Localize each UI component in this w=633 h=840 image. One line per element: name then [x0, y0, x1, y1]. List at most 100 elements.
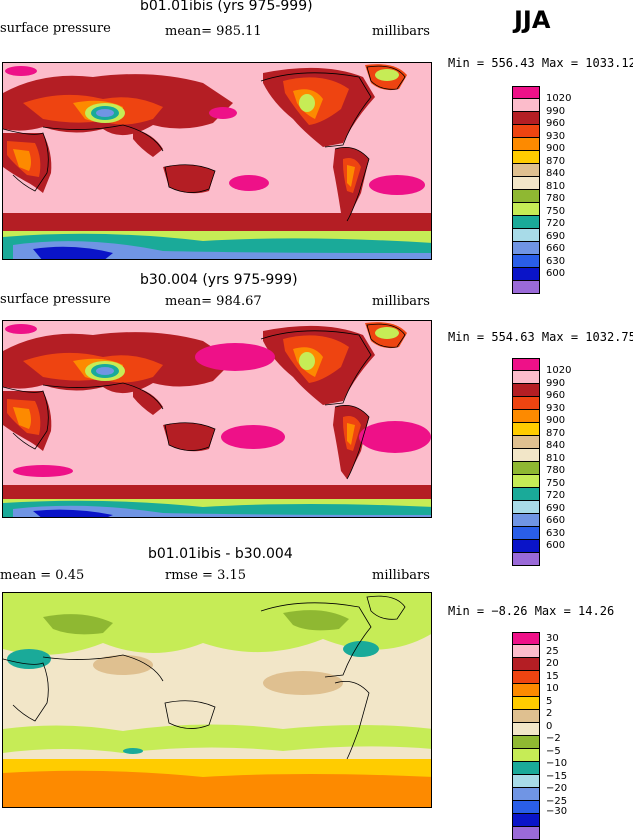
legend2-swatch-below	[512, 553, 540, 566]
panel3-minmax: Min = −8.26 Max = 14.26	[448, 604, 615, 618]
legend2-swatch-960	[512, 384, 540, 397]
panel3-units: millibars	[372, 568, 430, 583]
panel2-map-svg	[3, 321, 431, 517]
legend1-label: 990	[546, 106, 566, 117]
panel2-legend	[512, 358, 540, 566]
southern-band	[3, 485, 431, 499]
legend1-label: 870	[546, 156, 566, 167]
legend2-label: 1020	[546, 365, 572, 376]
legend3-label: −2	[546, 733, 561, 744]
panel2-title: b30.004 (yrs 975-999)	[140, 272, 298, 288]
australia-fill	[163, 422, 215, 452]
panel3-rmse: rmse = 3.15	[165, 568, 247, 583]
legend3-swatch-m25	[512, 801, 540, 814]
diff-south-green	[3, 724, 431, 753]
legend2-swatch-870	[512, 423, 540, 436]
legend1-swatch-1020	[512, 86, 540, 99]
legend3-swatch-2	[512, 710, 540, 723]
legend1-swatch-870	[512, 151, 540, 164]
seasia-fill	[133, 129, 163, 157]
legend3-swatch-m20	[512, 788, 540, 801]
panel2-mean: mean= 984.67	[165, 294, 262, 309]
antarctic-3	[13, 241, 431, 259]
antarctic-3	[13, 505, 431, 517]
high-1	[5, 324, 37, 334]
legend1-swatch-750	[512, 203, 540, 216]
legend1-swatch-630	[512, 255, 540, 268]
legend2-label: 630	[546, 528, 566, 539]
legend2-label: 690	[546, 503, 566, 514]
legend2-label: 660	[546, 515, 566, 526]
diff-green-2	[283, 610, 349, 631]
legend1-label: 840	[546, 168, 566, 179]
australia-fill	[163, 164, 215, 194]
legend2-swatch-720	[512, 488, 540, 501]
panel1-map-svg	[3, 63, 431, 259]
legend1-swatch-840	[512, 164, 540, 177]
legend3-swatch-m2	[512, 736, 540, 749]
legend3-label: 20	[546, 658, 559, 669]
legend1-label: 1020	[546, 93, 572, 104]
andes-high-fill	[347, 423, 355, 445]
legend2-swatch-600	[512, 540, 540, 553]
legend2-label: 900	[546, 415, 566, 426]
legend3-swatch-m15	[512, 775, 540, 788]
diff-orange-band	[3, 770, 431, 807]
legend2-swatch-900	[512, 410, 540, 423]
panel1-mean: mean= 985.11	[165, 24, 262, 39]
legend1-swatch-720	[512, 216, 540, 229]
legend1-swatch-780	[512, 190, 540, 203]
legend1-label: 900	[546, 143, 566, 154]
panel3-map	[2, 592, 432, 808]
tibet-ring3	[96, 367, 114, 375]
legend3-label: −5	[546, 746, 561, 757]
legend3-swatch-m5	[512, 749, 540, 762]
antarctic-4	[33, 509, 113, 517]
panel1-minmax: Min = 556.43 Max = 1033.12	[448, 56, 633, 70]
legend2-label: 990	[546, 378, 566, 389]
legend2-swatch-750	[512, 475, 540, 488]
panel3-title: b01.01ibis - b30.004	[148, 546, 293, 562]
legend1-swatch-930	[512, 125, 540, 138]
panel1-map	[2, 62, 432, 260]
legend1-label: 660	[546, 243, 566, 254]
legend3-swatch-m30	[512, 814, 540, 827]
high-4	[229, 175, 269, 191]
panel1-title: b01.01ibis (yrs 975-999)	[140, 0, 313, 14]
legend2-swatch-840	[512, 436, 540, 449]
legend2-label: 840	[546, 440, 566, 451]
high-1	[5, 66, 37, 76]
legend1-label: 750	[546, 206, 566, 217]
high-2	[209, 107, 237, 119]
legend3-label: −15	[546, 771, 568, 782]
legend3-label: 15	[546, 671, 559, 682]
high-4	[221, 425, 285, 449]
panel3-mean: mean = 0.45	[0, 568, 85, 583]
diff-tan-2	[263, 671, 343, 695]
legend3-swatch-10	[512, 684, 540, 697]
diff-north-band	[3, 593, 431, 655]
tibet-ring3	[96, 109, 114, 117]
panel2-map	[2, 320, 432, 518]
legend2-swatch-660	[512, 514, 540, 527]
legend2-label: 810	[546, 453, 566, 464]
greenland-ring	[375, 327, 399, 339]
diff-teal-2	[343, 641, 379, 657]
legend3-label: −20	[546, 783, 568, 794]
season-label: JJA	[514, 6, 551, 34]
legend1-label: 810	[546, 181, 566, 192]
rockies-ring	[299, 94, 315, 112]
legend1-label: 930	[546, 131, 566, 142]
legend3-label: 10	[546, 683, 559, 694]
legend3-swatch-25	[512, 645, 540, 658]
africa-high-fill	[13, 407, 31, 429]
legend1-label: 960	[546, 118, 566, 129]
legend3-swatch-5	[512, 697, 540, 710]
legend3-swatch-15	[512, 671, 540, 684]
legend1-swatch-600	[512, 268, 540, 281]
legend1-label: 780	[546, 193, 566, 204]
legend3-label: 2	[546, 708, 553, 719]
diff-green-1	[43, 614, 113, 635]
legend3-label: 0	[546, 721, 553, 732]
legend2-label: 720	[546, 490, 566, 501]
